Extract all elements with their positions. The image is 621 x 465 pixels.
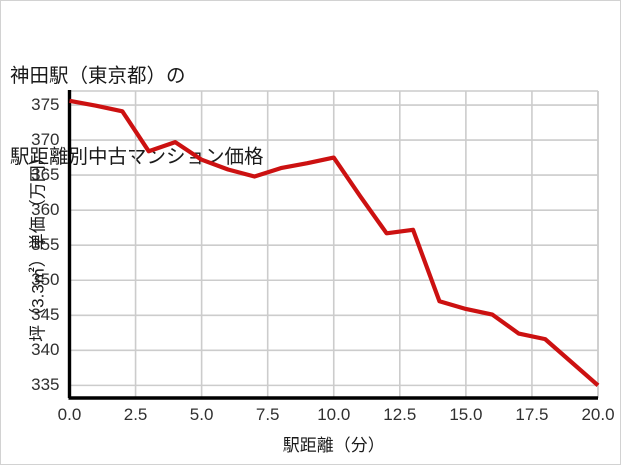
x-tick-label: 10.0 — [317, 405, 351, 424]
x-tick-label: 2.5 — [123, 405, 148, 424]
y-tick-label: 355 — [31, 235, 60, 255]
y-tick-label: 375 — [31, 95, 60, 115]
y-tick-label: 370 — [31, 130, 60, 150]
chart-title-line-1: 神田駅（東京都）の — [10, 65, 186, 87]
y-tick-label: 335 — [31, 375, 60, 395]
x-tick-label: 12.5 — [383, 405, 417, 424]
y-axis-label: 坪（3.3㎡）単価（万円） — [28, 147, 47, 342]
chart-title-line-2: 駅距離別中古マンション価格 — [10, 146, 264, 168]
x-axis-label: 駅距離（分） — [282, 436, 385, 455]
x-tick-label: 20.0 — [581, 405, 615, 424]
y-tick-label: 345 — [31, 305, 60, 325]
y-tick-label: 365 — [31, 165, 60, 185]
grid-lines — [68, 91, 599, 398]
x-tick-label: 17.5 — [515, 405, 549, 424]
plot-frame — [67, 90, 599, 400]
x-tick-label: 5.0 — [189, 405, 214, 424]
chart-title: 神田駅（東京都）の 駅距離別中古マンション価格 — [10, 9, 610, 225]
data-series-line — [69, 98, 600, 387]
x-tick-label: 15.0 — [449, 405, 483, 424]
y-tick-label: 340 — [31, 340, 60, 360]
x-tick-label: 7.5 — [255, 405, 280, 424]
y-tick-label: 360 — [31, 200, 60, 220]
series-line-tsubo-unit-price — [69, 98, 600, 387]
x-tick-label: 0.0 — [57, 405, 82, 424]
y-tick-label: 350 — [31, 270, 60, 290]
